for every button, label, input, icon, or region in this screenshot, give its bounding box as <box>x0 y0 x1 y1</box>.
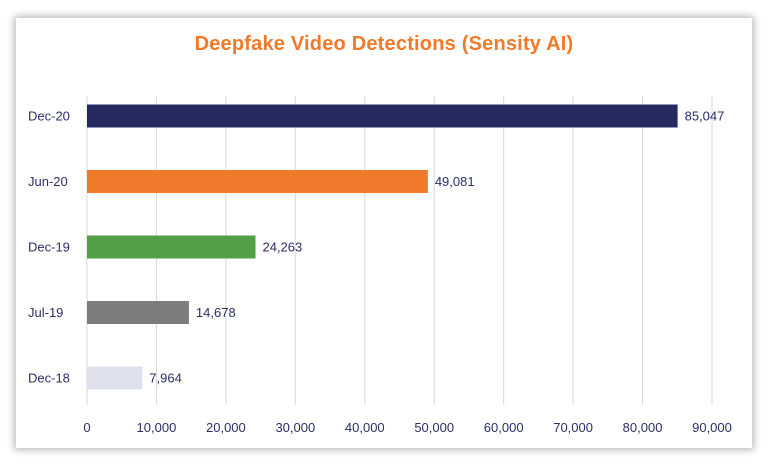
value-label: 14,678 <box>196 305 236 320</box>
bar <box>87 366 143 390</box>
category-label: Dec-20 <box>28 109 70 124</box>
x-tick-label: 40,000 <box>345 420 385 435</box>
value-label: 85,047 <box>685 109 725 124</box>
value-label: 49,081 <box>435 174 475 189</box>
labels: 0 10,000 20,000 30,000 40,000 50,000 60,000 70,… <box>28 109 732 436</box>
x-tick-label: 90,000 <box>692 420 732 435</box>
x-tick-label: 80,000 <box>623 420 663 435</box>
x-tick-label: 70,000 <box>553 420 593 435</box>
bar <box>87 235 256 259</box>
chart-card: Deepfake Video Detections (Sensity AI) 0… <box>16 18 752 448</box>
category-label: Dec-18 <box>28 371 70 386</box>
bars <box>87 104 678 390</box>
bar <box>87 104 678 128</box>
chart-title: Deepfake Video Detections (Sensity AI) <box>194 33 574 55</box>
x-tick-label: 10,000 <box>137 420 177 435</box>
x-tick-label: 60,000 <box>484 420 524 435</box>
category-label: Dec-19 <box>28 240 70 255</box>
value-label: 7,964 <box>149 371 182 386</box>
value-label: 24,263 <box>262 240 302 255</box>
bar <box>87 170 428 193</box>
bar-chart: 0 10,000 20,000 30,000 40,000 50,000 60,000 70,… <box>28 96 732 436</box>
category-label: Jun-20 <box>28 174 68 189</box>
bar <box>87 301 189 324</box>
x-tick-label: 0 <box>83 420 90 435</box>
x-tick-label: 50,000 <box>414 420 454 435</box>
x-tick-label: 20,000 <box>206 420 246 435</box>
x-tick-label: 30,000 <box>275 420 315 435</box>
category-label: Jul-19 <box>28 305 63 320</box>
